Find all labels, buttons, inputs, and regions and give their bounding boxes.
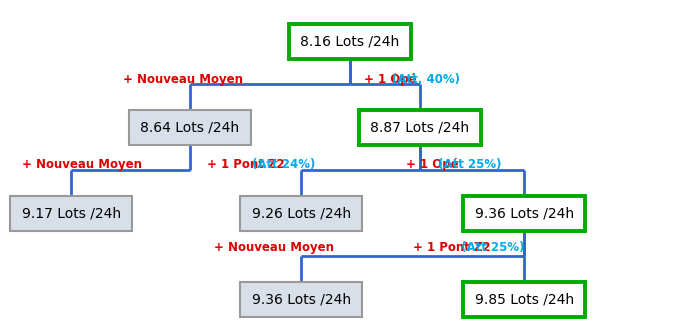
Text: + 1 Pont Z2: + 1 Pont Z2 [207,158,285,171]
Text: (Att. 40%): (Att. 40%) [392,73,461,86]
Text: 8.64 Lots /24h: 8.64 Lots /24h [140,120,239,134]
Text: + Nouveau Moyen: + Nouveau Moyen [22,158,142,171]
FancyBboxPatch shape [240,196,362,231]
FancyBboxPatch shape [129,110,251,145]
FancyBboxPatch shape [358,110,481,145]
Text: + 1 Pont Z2: + 1 Pont Z2 [413,241,491,254]
Text: 9.36 Lots /24h: 9.36 Lots /24h [475,206,574,220]
Text: (Att 25%): (Att 25%) [457,241,525,254]
Text: + 1 Opé: + 1 Opé [406,158,459,171]
FancyBboxPatch shape [240,282,362,317]
FancyBboxPatch shape [10,196,132,231]
Text: + Nouveau Moyen: + Nouveau Moyen [123,73,244,86]
Text: (Att 24%): (Att 24%) [251,158,315,171]
Text: 8.16 Lots /24h: 8.16 Lots /24h [300,34,400,48]
FancyBboxPatch shape [289,24,411,58]
Text: 9.85 Lots /24h: 9.85 Lots /24h [475,293,574,307]
Text: + Nouveau Moyen: + Nouveau Moyen [214,241,334,254]
Text: + 1 Opé: + 1 Opé [364,73,416,86]
FancyBboxPatch shape [463,282,585,317]
Text: 9.17 Lots /24h: 9.17 Lots /24h [22,206,120,220]
Text: (Att 25%): (Att 25%) [434,158,502,171]
Text: 9.26 Lots /24h: 9.26 Lots /24h [251,206,351,220]
Text: 8.87 Lots /24h: 8.87 Lots /24h [370,120,469,134]
Text: 9.36 Lots /24h: 9.36 Lots /24h [251,293,351,307]
FancyBboxPatch shape [463,196,585,231]
